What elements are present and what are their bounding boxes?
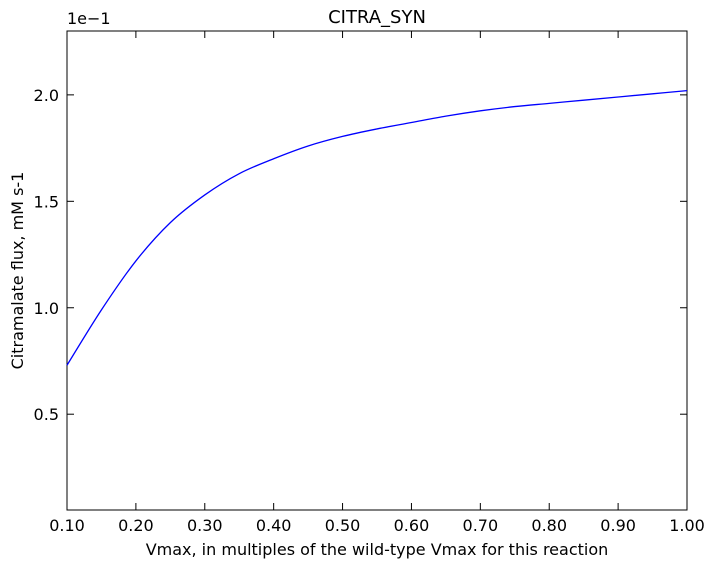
x-tick-label: 0.40 [256,516,292,535]
chart-title: CITRA_SYN [328,7,426,28]
x-tick-label: 0.90 [600,516,636,535]
x-tick-label: 0.20 [118,516,154,535]
series-group [66,89,688,366]
y-axis-label: Citramalate flux, mM s-1 [8,172,27,370]
plot-frame [66,30,688,511]
y-axis-offset-label: 1e−1 [67,9,111,28]
y-tick-label: 2.0 [34,86,59,105]
y-tick-label: 1.0 [34,299,59,318]
x-tick-label: 0.60 [394,516,430,535]
x-tick-label: 0.70 [463,516,499,535]
x-tick-label: 1.00 [669,516,705,535]
y-tick-label: 1.5 [34,192,59,211]
series-line [66,89,688,366]
x-tick-label: 0.50 [325,516,361,535]
x-axis-ticks: 0.10 0.20 0.30 0.40 0.50 0.60 0.70 0.80 0.90 1.00 [49,31,705,535]
y-axis-ticks: 0.5 1.0 1.5 2.0 [34,86,687,424]
x-tick-label: 0.10 [49,516,85,535]
plot-frame-rect [66,30,688,511]
y-tick-label: 0.5 [34,405,59,424]
x-tick-label: 0.80 [531,516,567,535]
x-axis-label: Vmax, in multiples of the wild-type Vmax… [146,540,609,559]
x-tick-label: 0.30 [187,516,223,535]
